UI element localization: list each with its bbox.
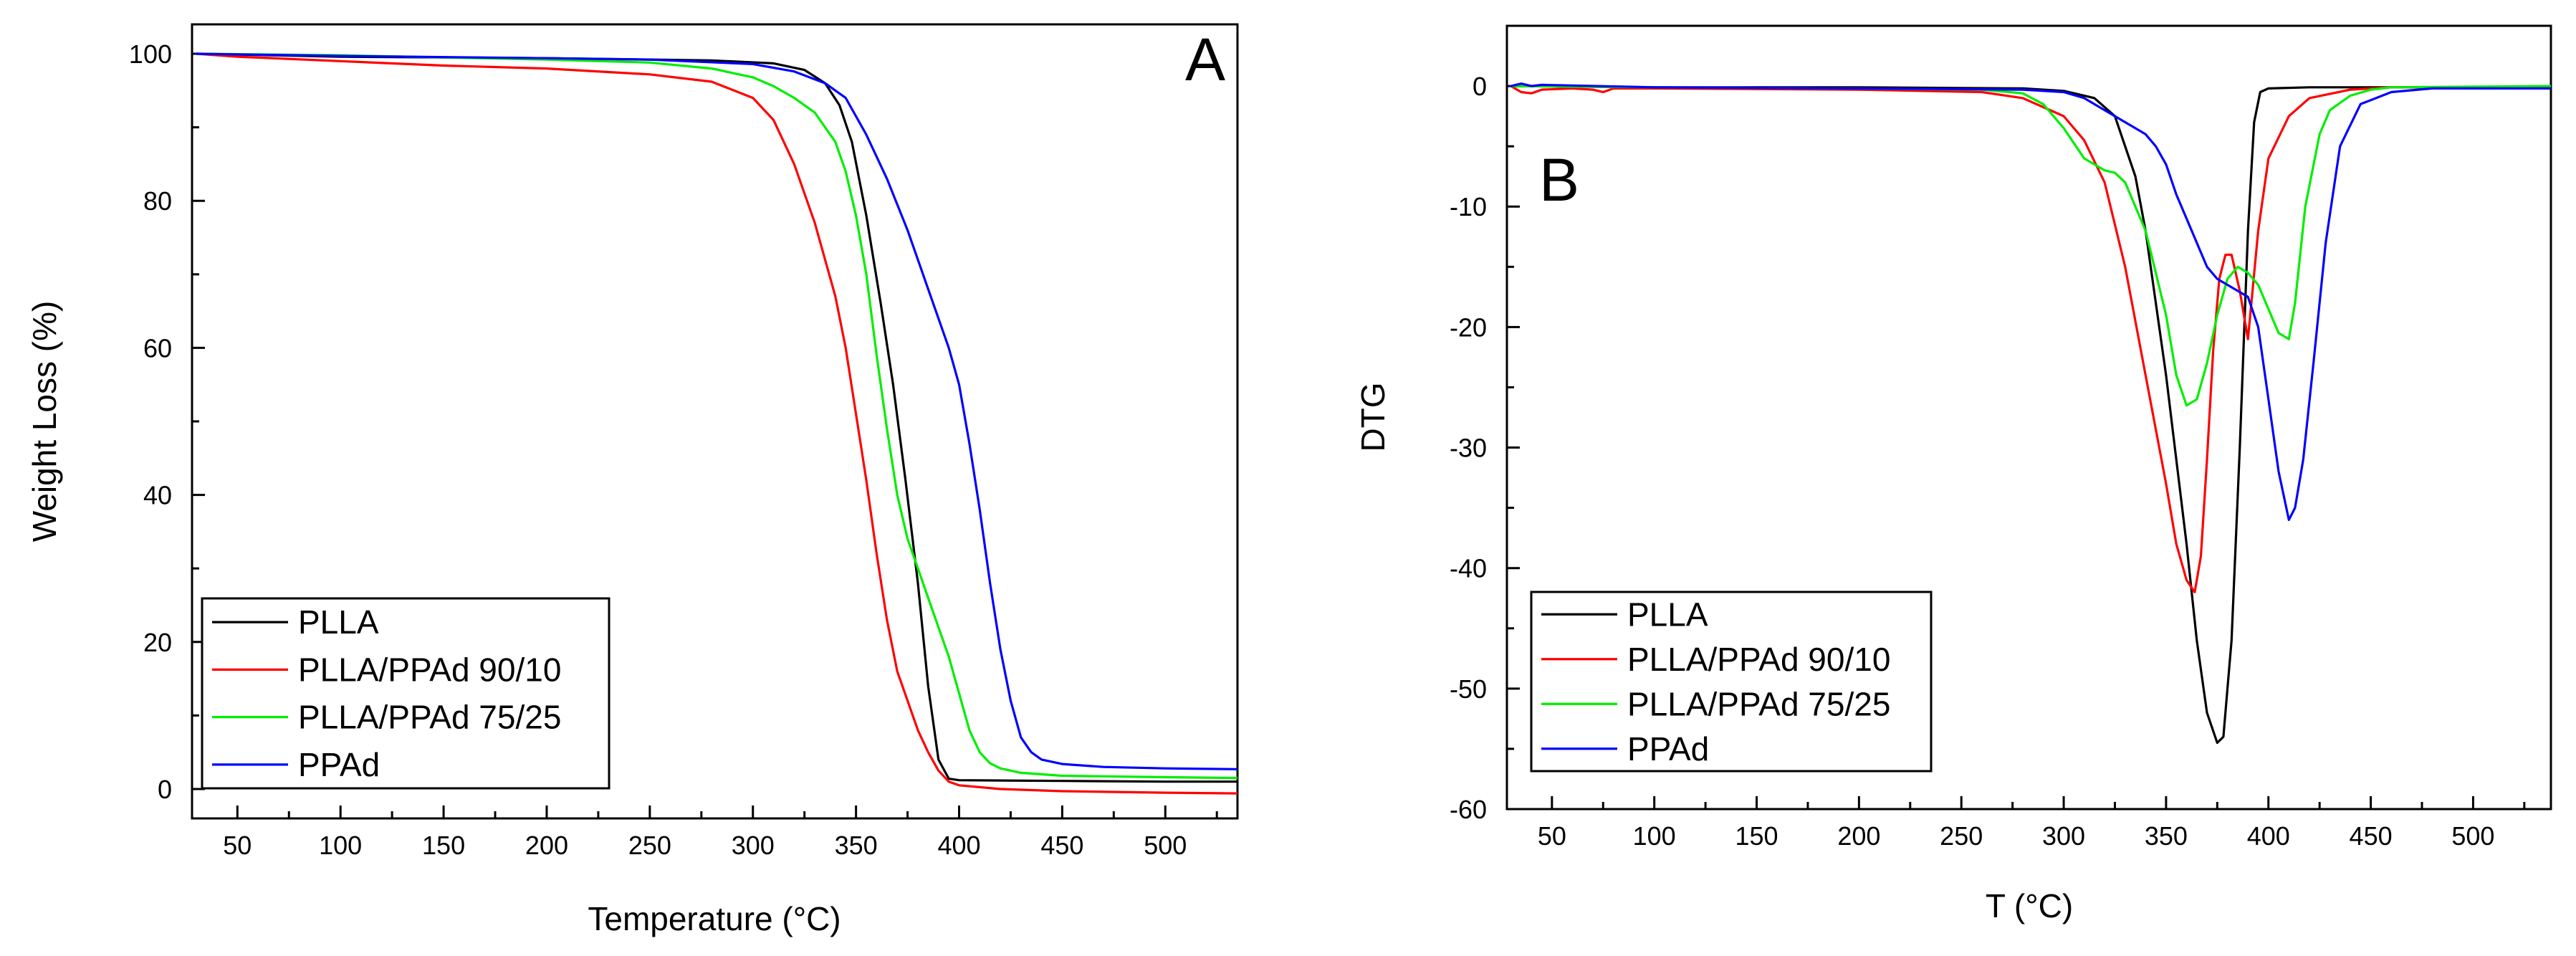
x-tick-label: 500 — [1144, 831, 1187, 860]
x-tick-label: 350 — [835, 831, 878, 860]
panel-a-y-axis-title: Weight Loss (%) — [26, 301, 63, 542]
y-tick-label: -10 — [1450, 192, 1487, 221]
panel-b-series — [1510, 82, 2551, 745]
x-tick-label: 400 — [2247, 821, 2290, 851]
series-line-plla-ppad-90-10 — [195, 52, 1237, 795]
y-tick-label: -20 — [1450, 312, 1487, 342]
legend-label: PLLA — [298, 603, 379, 641]
y-tick-label: 40 — [143, 481, 172, 510]
x-tick-label: 250 — [628, 831, 671, 860]
series-line-plla-ppad-90-10 — [1510, 85, 2551, 593]
y-tick-label: 20 — [143, 628, 172, 657]
x-tick-label: 50 — [223, 831, 252, 860]
panel-b-y-axis-title: DTG — [1354, 382, 1392, 451]
x-tick-label: 200 — [1837, 821, 1880, 851]
y-tick-label: 80 — [143, 186, 172, 216]
panel-b-letter: B — [1539, 146, 1579, 214]
legend-box — [201, 597, 611, 790]
panel-a-series — [195, 52, 1237, 795]
legend-label: PLLA/PPAd 90/10 — [298, 651, 561, 688]
x-tick-label: 150 — [1735, 821, 1778, 851]
y-tick-label: 0 — [158, 775, 172, 804]
series-line-plla-ppad-75-25 — [1510, 85, 2551, 407]
legend-label: PLLA/PPAd 75/25 — [298, 699, 561, 736]
legend-label: PPAd — [298, 746, 380, 783]
x-tick-label: 400 — [937, 831, 980, 860]
x-tick-label: 450 — [2350, 821, 2393, 851]
series-line-plla — [195, 52, 1237, 783]
y-tick-label: 0 — [1473, 72, 1487, 101]
x-tick-label: 100 — [1633, 821, 1676, 851]
legend-label: PLLA — [1627, 596, 1708, 633]
y-tick-label: -50 — [1450, 674, 1487, 704]
x-tick-label: 150 — [422, 831, 465, 860]
series-line-plla-ppad-75-25 — [195, 52, 1237, 780]
series-line-plla — [1510, 85, 2551, 745]
x-tick-label: 250 — [1940, 821, 1983, 851]
series-line-ppad — [1510, 82, 2551, 521]
legend-label: PLLA/PPAd 75/25 — [1627, 685, 1890, 722]
panel-a-letter: A — [1185, 26, 1225, 93]
y-tick-label: 100 — [129, 39, 172, 69]
panel-b-ticks: 50 100 150 200 250 300 350 400 450 500 0 -10 -20 -30 -… — [1450, 72, 2526, 851]
panel-a-legend: PLLA PLLA/PPAd 90/10 PLLA/PPAd 75/25 PPAd — [201, 597, 611, 790]
panel-b-series-lines — [1510, 82, 2551, 745]
panel-a-ticks: 50 100 150 200 250 300 350 400 450 500 0 20 40 60 80 10… — [129, 39, 1218, 860]
x-tick-label: 200 — [525, 831, 568, 860]
x-tick-label: 500 — [2451, 821, 2494, 851]
panel-b-plot-frame — [1505, 24, 2552, 811]
panel-a-chart: A Temperature (°C) Weight Loss (%) 50 100… — [26, 23, 1239, 937]
x-tick-label: 450 — [1040, 831, 1083, 860]
y-tick-label: -40 — [1450, 554, 1487, 583]
x-tick-label: 300 — [2042, 821, 2085, 851]
panel-b-x-axis-title: T (°C) — [1986, 887, 2073, 924]
x-tick-label: 300 — [732, 831, 775, 860]
legend-label: PLLA/PPAd 90/10 — [1627, 641, 1890, 678]
panel-b-chart: B T (°C) DTG 50 100 150 200 250 300 350 400 450 5… — [1354, 24, 2552, 924]
panel-a-series-lines — [195, 52, 1237, 795]
series-line-ppad — [195, 52, 1237, 770]
panel-a-x-axis-title: Temperature (°C) — [588, 900, 841, 937]
y-tick-label: -30 — [1450, 434, 1487, 463]
x-tick-label: 100 — [319, 831, 362, 860]
y-tick-label: -60 — [1450, 795, 1487, 824]
panel-b-legend: PLLA PLLA/PPAd 90/10 PLLA/PPAd 75/25 PPAd — [1530, 591, 1933, 773]
x-tick-label: 50 — [1538, 821, 1566, 851]
x-tick-label: 350 — [2145, 821, 2188, 851]
y-tick-label: 60 — [143, 333, 172, 363]
legend-box — [1530, 591, 1933, 773]
legend-label: PPAd — [1627, 730, 1709, 768]
